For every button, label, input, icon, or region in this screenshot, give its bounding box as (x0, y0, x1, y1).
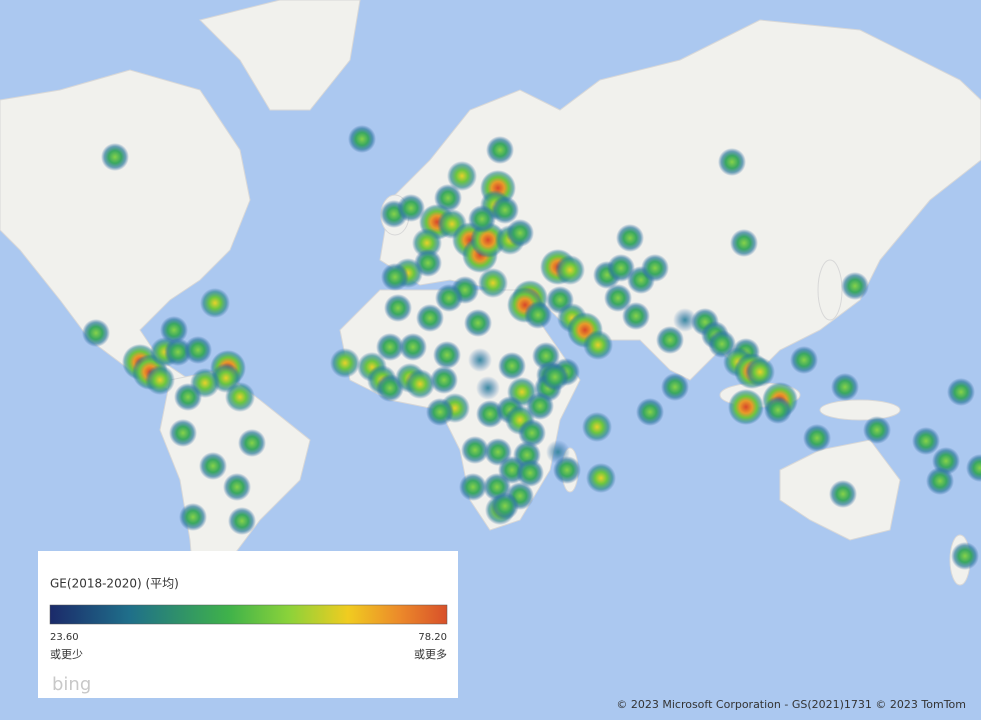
heat-spot (381, 263, 409, 291)
heat-spot (912, 427, 940, 455)
heat-spot (174, 383, 202, 411)
heat-spot (199, 452, 227, 480)
legend-min-caption: 或更少 (50, 648, 83, 661)
heat-spot (223, 473, 251, 501)
heat-spot (926, 467, 954, 495)
heat-spot (616, 224, 644, 252)
heat-spot (461, 436, 489, 464)
heat-spot (518, 419, 546, 447)
heat-spot (426, 398, 454, 426)
heat-spot (433, 341, 461, 369)
heat-spot (82, 319, 110, 347)
heat-spot (405, 369, 435, 399)
heat-spot (582, 412, 612, 442)
heat-spot (498, 352, 526, 380)
heat-spot (399, 333, 427, 361)
heat-spot (464, 309, 492, 337)
heat-spot (447, 161, 477, 191)
heat-spot (179, 503, 207, 531)
heat-spot (951, 542, 979, 570)
heat-spot (764, 396, 792, 424)
heat-spot (745, 357, 775, 387)
legend-panel (38, 551, 458, 698)
heat-spot (863, 416, 891, 444)
heat-spot (478, 268, 508, 298)
heat-spot (145, 365, 175, 395)
heat-spot (435, 284, 463, 312)
logo: bing (52, 674, 91, 695)
heat-spot (947, 378, 975, 406)
heat-spot (468, 348, 492, 372)
heat-spot (330, 348, 360, 378)
heat-spot (476, 376, 500, 400)
heat-spot (661, 373, 689, 401)
heat-spot (169, 419, 197, 447)
heat-spot (397, 194, 425, 222)
heat-spot (803, 424, 831, 452)
heat-spot (790, 346, 818, 374)
heat-spot (160, 316, 188, 344)
heat-spot (184, 336, 212, 364)
heat-layer (82, 125, 981, 570)
legend-max-caption: 或更多 (414, 647, 447, 661)
heat-spot (225, 382, 255, 412)
heat-spot (656, 326, 684, 354)
attribution: © 2023 Microsoft Corporation - GS(2021)1… (616, 698, 966, 711)
legend-title: GE(2018-2020) (平均) (50, 577, 179, 591)
legend-max: 78.20 (418, 632, 447, 643)
heat-spot (604, 284, 632, 312)
heat-spot (541, 363, 569, 391)
heat-spot (459, 473, 487, 501)
heat-spot (228, 507, 256, 535)
heat-spot (238, 429, 266, 457)
heat-spot (491, 196, 519, 224)
heat-spot (831, 373, 859, 401)
heat-spot (553, 456, 581, 484)
heat-spot (728, 389, 764, 425)
heat-spot (586, 463, 616, 493)
heat-spot (506, 219, 534, 247)
heat-spot (841, 272, 869, 300)
legend-min: 23.60 (50, 632, 79, 643)
heat-spot (516, 459, 544, 487)
heat-spot (829, 480, 857, 508)
heat-spot (491, 492, 519, 520)
legend-gradient (49, 604, 448, 625)
heat-spot (718, 148, 746, 176)
heat-spot (384, 294, 412, 322)
heat-spot (430, 366, 458, 394)
heat-spot (416, 304, 444, 332)
heat-spot (966, 454, 981, 482)
heat-spot (468, 205, 496, 233)
heat-spot (636, 398, 664, 426)
heat-spot (622, 302, 650, 330)
heat-spot (486, 136, 514, 164)
heat-spot (673, 308, 697, 332)
heat-spot (730, 229, 758, 257)
heat-spot (101, 143, 129, 171)
heat-spot (641, 254, 669, 282)
heat-spot (412, 228, 442, 258)
heat-spot (526, 392, 554, 420)
heat-spot (555, 255, 585, 285)
heat-spot (524, 301, 552, 329)
heat-spot (348, 125, 376, 153)
heat-spot (376, 333, 404, 361)
heat-spot (583, 330, 613, 360)
heat-spot (200, 288, 230, 318)
